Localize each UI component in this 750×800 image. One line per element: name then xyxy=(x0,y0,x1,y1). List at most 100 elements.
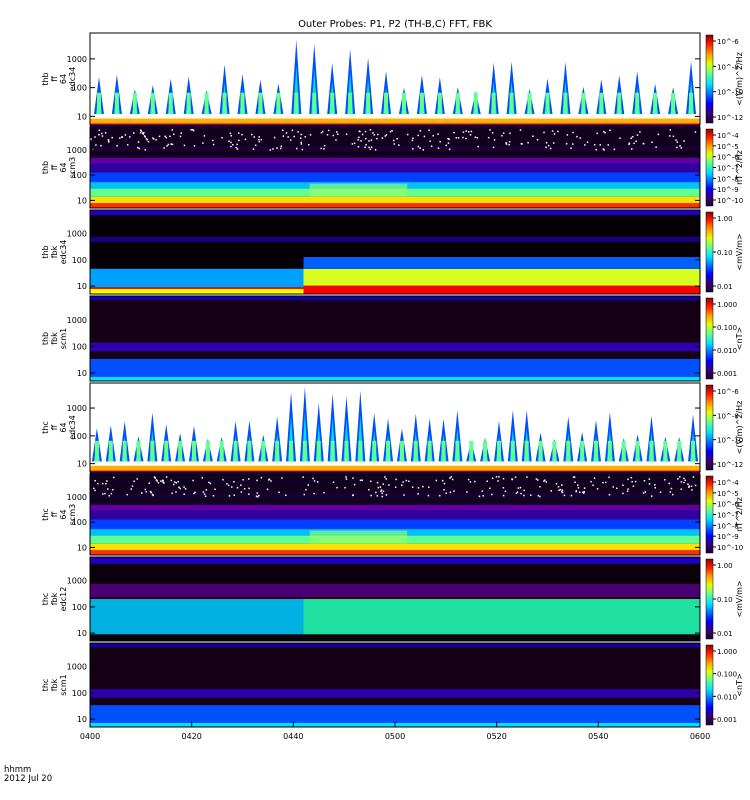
noise-speckle xyxy=(368,140,370,142)
noise-speckle xyxy=(140,130,143,132)
panel-ylabel: edc34 xyxy=(68,67,77,92)
spike-base xyxy=(312,92,317,114)
noise-speckle xyxy=(110,492,113,495)
noise-speckle xyxy=(470,130,473,133)
y-tick-label: 100 xyxy=(72,518,87,527)
noise-speckle xyxy=(180,132,183,134)
band xyxy=(90,125,700,127)
spike-base xyxy=(691,440,696,462)
band xyxy=(303,599,700,635)
noise-speckle xyxy=(492,146,495,149)
colorbar-tick-label: 10^-6 xyxy=(717,38,739,46)
noise-speckle xyxy=(111,136,113,139)
band xyxy=(303,268,700,286)
panel-frame xyxy=(89,126,701,209)
spike-base xyxy=(635,92,640,114)
noise-speckle xyxy=(550,490,552,492)
noise-speckle xyxy=(684,479,687,482)
noise-speckle xyxy=(453,131,455,134)
noise-speckle xyxy=(382,483,385,485)
band xyxy=(90,376,700,381)
panel-frame xyxy=(89,556,701,642)
noise-speckle xyxy=(100,144,102,147)
spike-base xyxy=(258,92,263,114)
y-tick-label: 1000 xyxy=(67,146,87,155)
noise-speckle xyxy=(256,479,258,482)
noise-speckle xyxy=(694,484,697,487)
noise-speckle xyxy=(287,136,289,138)
noise-speckle xyxy=(236,148,239,150)
panel-ylabel: ff xyxy=(50,76,59,82)
noise-speckle xyxy=(272,148,274,150)
band xyxy=(90,583,700,598)
band xyxy=(90,118,700,124)
noise-speckle xyxy=(437,133,439,135)
noise-speckle xyxy=(501,134,503,137)
noise-speckle xyxy=(563,494,566,497)
noise-speckle xyxy=(505,143,508,145)
noise-speckle xyxy=(411,139,414,142)
noise-speckle xyxy=(535,478,538,480)
spike-base xyxy=(114,92,119,114)
panel-ylabel: 64 xyxy=(59,509,68,519)
noise-speckle xyxy=(212,494,215,497)
noise-speckle xyxy=(607,144,609,146)
noise-speckle xyxy=(353,142,356,145)
noise-speckle xyxy=(353,483,356,486)
noise-speckle xyxy=(212,143,215,146)
band xyxy=(90,689,700,698)
noise-speckle xyxy=(523,494,525,497)
noise-speckle xyxy=(691,489,693,491)
noise-speckle xyxy=(352,477,354,479)
y-tick-label: 100 xyxy=(72,689,87,698)
noise-speckle xyxy=(657,133,660,136)
noise-speckle xyxy=(502,477,505,480)
noise-speckle xyxy=(323,491,325,494)
noise-speckle xyxy=(380,489,383,491)
noise-speckle xyxy=(226,483,228,485)
y-tick-label: 10 xyxy=(77,460,87,469)
spike-base xyxy=(372,440,377,462)
noise-speckle xyxy=(422,149,424,151)
noise-speckle xyxy=(677,478,679,480)
noise-speckle xyxy=(396,137,398,140)
noise-speckle xyxy=(593,477,596,479)
noise-speckle xyxy=(462,136,464,139)
spike-base xyxy=(316,440,321,462)
panel-ylabel: ff xyxy=(50,164,59,170)
noise-speckle xyxy=(575,490,577,493)
panel-ylabel: edc12 xyxy=(59,587,68,612)
spike-base xyxy=(289,440,294,462)
noise-speckle xyxy=(357,145,360,148)
noise-speckle xyxy=(133,132,135,134)
spike-base xyxy=(441,440,446,462)
y-tick-label: 10 xyxy=(77,196,87,205)
noise-speckle xyxy=(675,139,677,141)
noise-speckle xyxy=(570,147,572,150)
colorbar-tick-label: 0.100 xyxy=(717,324,737,332)
noise-speckle xyxy=(627,488,629,490)
noise-speckle xyxy=(455,137,458,139)
noise-speckle xyxy=(242,479,244,481)
noise-speckle xyxy=(97,482,99,485)
noise-speckle xyxy=(670,487,673,490)
colorbar-tick-label: 10^-12 xyxy=(717,114,743,122)
colorbar-tick-label: 10^-8 xyxy=(717,412,739,420)
spike-base xyxy=(205,440,210,462)
noise-speckle xyxy=(297,131,299,133)
noise-speckle xyxy=(392,139,395,142)
spike-base xyxy=(671,92,676,114)
noise-speckle xyxy=(690,485,693,487)
noise-speckle xyxy=(532,135,534,137)
noise-speckle xyxy=(90,138,92,140)
colorbar xyxy=(705,384,714,471)
noise-speckle xyxy=(422,485,424,488)
panel-ylabel: fbk xyxy=(50,592,59,605)
noise-speckle xyxy=(282,135,285,137)
spike-base xyxy=(538,440,543,462)
band xyxy=(90,550,700,555)
noise-speckle xyxy=(108,494,110,497)
band xyxy=(90,236,700,242)
noise-speckle xyxy=(221,136,223,139)
noise-speckle xyxy=(104,492,106,495)
